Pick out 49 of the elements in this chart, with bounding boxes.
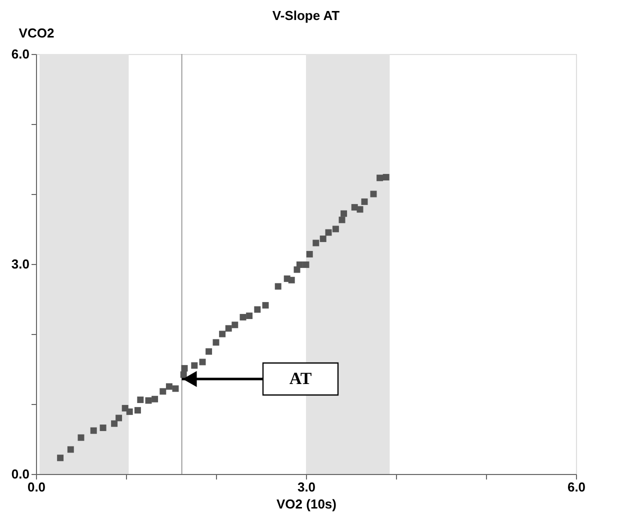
point xyxy=(262,302,269,309)
point xyxy=(134,407,141,414)
point xyxy=(296,261,303,268)
x-tick-label: 6.0 xyxy=(567,480,586,494)
point xyxy=(126,408,133,415)
point xyxy=(206,348,212,355)
point xyxy=(111,420,118,427)
point xyxy=(302,261,310,268)
point xyxy=(225,325,232,332)
point xyxy=(78,434,84,441)
point xyxy=(361,198,368,205)
point xyxy=(172,385,179,392)
point xyxy=(137,396,144,404)
point xyxy=(212,339,220,346)
point xyxy=(90,427,97,434)
x-axis-title: VO2 (10s) xyxy=(276,496,336,512)
point xyxy=(180,371,187,378)
point xyxy=(332,226,339,232)
y-axis-title: VCO2 xyxy=(18,26,54,40)
point xyxy=(356,206,364,213)
point xyxy=(152,396,158,402)
y-tick-label: 6.0 xyxy=(11,46,30,62)
point xyxy=(232,322,238,328)
x-tick-label: 3.0 xyxy=(297,480,316,494)
point xyxy=(246,312,253,320)
point xyxy=(181,365,188,372)
point xyxy=(254,306,261,313)
point xyxy=(67,446,74,453)
chart-title: V-Slope AT xyxy=(272,8,340,23)
point xyxy=(376,174,384,182)
point xyxy=(240,314,246,320)
point xyxy=(191,362,198,369)
point xyxy=(320,236,326,242)
x-tick-label: 0.0 xyxy=(27,480,46,494)
point xyxy=(382,174,390,180)
point xyxy=(219,330,226,338)
point xyxy=(57,454,64,462)
point xyxy=(100,424,106,432)
point xyxy=(306,250,313,258)
annotation: AT xyxy=(289,369,312,388)
point xyxy=(160,388,166,395)
y-tick-label: 3.0 xyxy=(11,256,30,272)
point xyxy=(116,414,122,422)
y-tick-label: 0.0 xyxy=(11,466,30,482)
point xyxy=(166,383,172,390)
point xyxy=(340,210,348,217)
point xyxy=(274,283,282,290)
point xyxy=(312,240,320,246)
point xyxy=(288,276,295,284)
